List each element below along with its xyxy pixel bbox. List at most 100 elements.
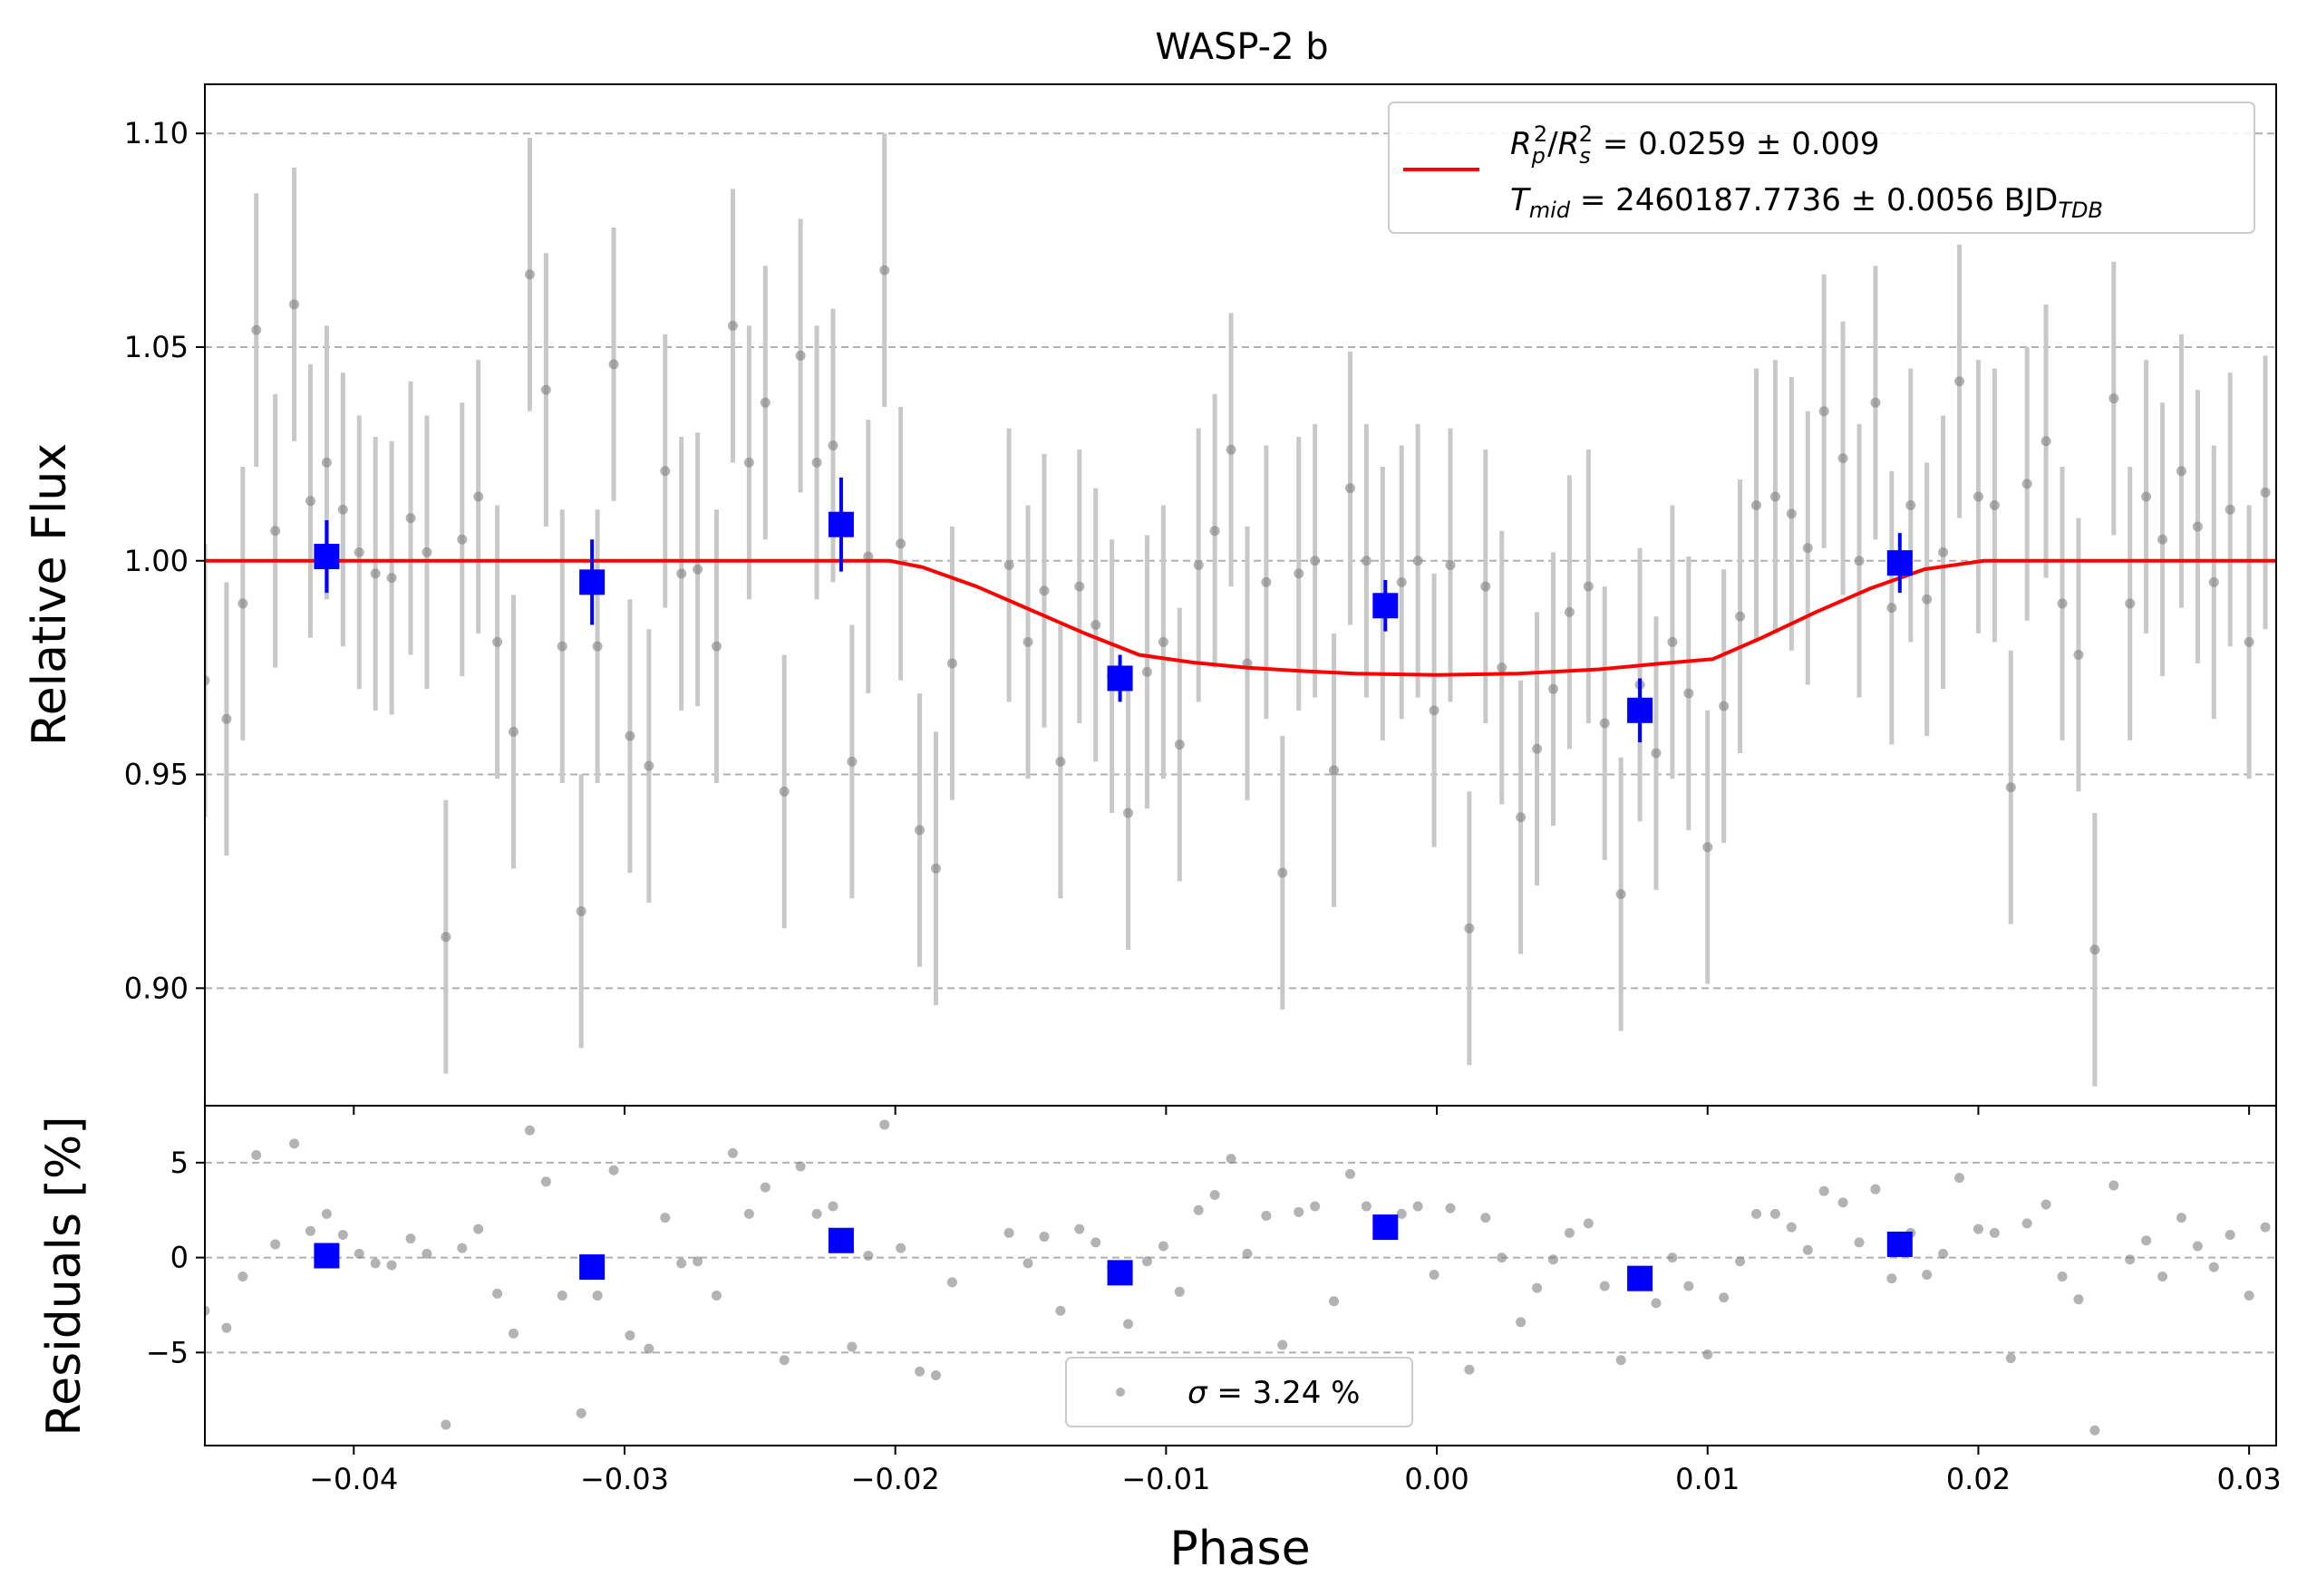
data-point (1683, 688, 1694, 699)
data-point (608, 359, 619, 370)
data-point (1429, 705, 1439, 716)
data-point (1158, 636, 1168, 647)
residual-point (930, 1369, 941, 1380)
residual-point (644, 1343, 654, 1354)
residual-point (712, 1290, 722, 1301)
residual-point (1242, 1248, 1253, 1259)
data-point (289, 299, 300, 310)
data-point (2021, 479, 2032, 489)
residual-point (2005, 1353, 2016, 1364)
data-point (1294, 568, 1304, 579)
y-tick-label: 1.05 (124, 330, 189, 364)
residual-point (660, 1213, 671, 1224)
data-point (1396, 576, 1407, 587)
data-point (1837, 453, 1848, 464)
data-point (251, 324, 262, 335)
data-point (540, 384, 551, 395)
legend-slash: / (1547, 126, 1558, 162)
data-point (1818, 406, 1829, 417)
data-point (1193, 559, 1204, 570)
residual-point (492, 1288, 503, 1299)
data-point (644, 760, 654, 771)
data-point (221, 713, 232, 724)
data-point (1055, 756, 1066, 767)
binned-point (579, 569, 606, 595)
residual-point (727, 1147, 738, 1158)
x-tick-label: 0.01 (1675, 1462, 1740, 1496)
residual-point (743, 1208, 754, 1219)
residual-point (2073, 1294, 2084, 1305)
residual-point (1564, 1227, 1575, 1238)
light-curve-data (205, 133, 2276, 1087)
residual-point (676, 1258, 687, 1269)
residual-point (524, 1125, 535, 1136)
data-point (2157, 534, 2168, 545)
residual-point (1786, 1222, 1797, 1233)
data-point (795, 350, 806, 361)
data-point (1174, 740, 1185, 750)
data-point (660, 466, 671, 477)
data-point (743, 457, 754, 468)
residuals-legend-box (1065, 1357, 1413, 1427)
data-point (1261, 576, 1272, 587)
data-point (2040, 436, 2051, 447)
data-point (2057, 598, 2068, 609)
residual-point (2057, 1272, 2068, 1282)
legend-rp-base: R (1510, 126, 1532, 162)
data-point (2244, 636, 2254, 647)
binned-residual-point (1107, 1260, 1133, 1286)
residual-point (1294, 1206, 1304, 1217)
x-tick-label: −0.01 (1121, 1462, 1210, 1496)
data-point (1886, 603, 1897, 614)
legend-t-value: = 2460187.7736 ± 0.0056 BJD (1570, 182, 2058, 218)
residual-point (760, 1182, 771, 1193)
legend-rp-sup: 2 (1534, 121, 1547, 147)
light-curve-x-ticks (353, 1106, 2251, 1115)
data-point (1615, 889, 1626, 900)
residuals-x-ticks: −0.04 −0.03 −0.02 −0.01 0.00 0.01 0.02 0.03 (309, 1446, 2282, 1496)
residual-point (422, 1248, 432, 1259)
data-point (676, 568, 687, 579)
residuals-axes-frame (204, 1105, 2277, 1446)
residual-point (2260, 1222, 2271, 1233)
data-point (811, 457, 822, 468)
data-point (1023, 636, 1033, 647)
data-point (524, 269, 535, 280)
data-point (1090, 620, 1101, 631)
residual-point (1039, 1232, 1050, 1243)
residual-point (1938, 1248, 1949, 1259)
data-point (205, 675, 210, 686)
residual-point (2225, 1229, 2235, 1240)
residual-point (828, 1201, 838, 1212)
residual-point (1277, 1340, 1288, 1350)
residual-point (863, 1251, 874, 1262)
legend-rp-entry: Rp2/Rs2 = 0.0259 ± 0.009 (1510, 121, 1880, 169)
binned-point (828, 511, 854, 537)
data-point (1989, 499, 2000, 510)
data-point (1651, 748, 1662, 759)
residual-point (1989, 1227, 2000, 1238)
residual-point (2208, 1262, 2219, 1272)
data-point (1564, 606, 1575, 617)
residual-point (540, 1176, 551, 1187)
data-point (1516, 812, 1527, 823)
residual-point (2244, 1290, 2254, 1301)
data-point (1735, 611, 1746, 622)
data-point (1802, 543, 1813, 554)
residual-point (1870, 1184, 1881, 1195)
binned-residual-point (1372, 1214, 1399, 1241)
residual-point (1886, 1273, 1897, 1284)
residual-point (321, 1208, 332, 1219)
data-point (1786, 508, 1797, 519)
data-point (828, 440, 838, 450)
data-point (1123, 808, 1134, 818)
data-point (1870, 397, 1881, 408)
residual-point (557, 1290, 567, 1301)
residual-point (1547, 1254, 1558, 1265)
data-point (370, 568, 381, 579)
residuals-y-ticks: −5 0 5 (146, 1146, 205, 1369)
data-point (2176, 466, 2186, 477)
residual-point (2157, 1272, 2168, 1282)
residual-point (2089, 1425, 2100, 1436)
residual-point (441, 1419, 451, 1430)
